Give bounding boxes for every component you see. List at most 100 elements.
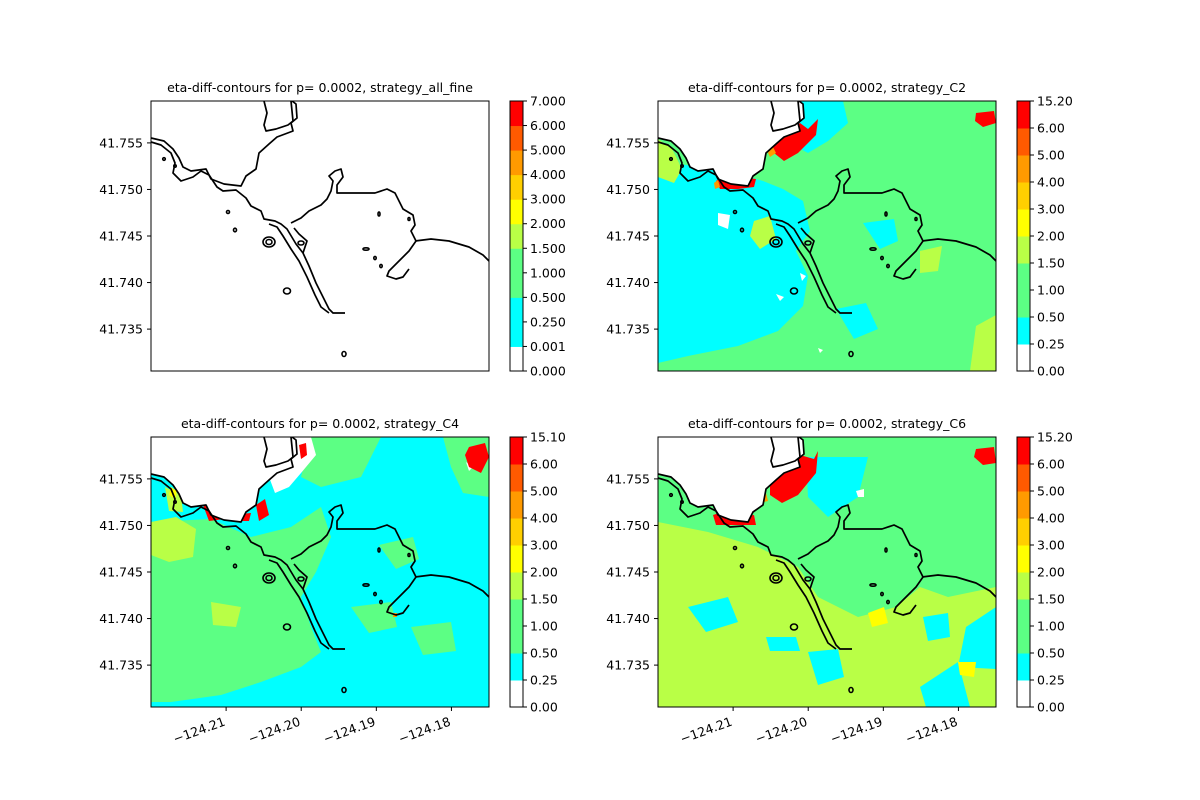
coastline: [797, 504, 924, 616]
island: [161, 492, 167, 498]
colorbar-segment: [510, 518, 523, 546]
colorbar-segment: [1017, 263, 1030, 291]
colorbar-segment: [510, 491, 523, 519]
y-tick-label: 41.745: [99, 229, 143, 244]
island: [914, 552, 918, 558]
island: [297, 240, 305, 246]
colorbar-tick-label: 4.00: [1037, 175, 1065, 190]
island: [232, 563, 238, 569]
island: [373, 591, 378, 597]
coastline: [263, 437, 294, 468]
island: [225, 209, 231, 215]
colorbar-segment: [510, 223, 523, 249]
coastline: [658, 141, 852, 314]
field-region: [766, 637, 800, 651]
island: [880, 255, 885, 261]
island: [789, 287, 799, 295]
island: [377, 211, 381, 217]
field-region: [770, 119, 818, 161]
colorbar-tick-label: 0.00: [1037, 700, 1065, 715]
field-region: [301, 437, 381, 487]
colorbar-tick-label: 0.500: [530, 290, 566, 305]
y-tick-label: 41.745: [99, 565, 143, 580]
coastline: [658, 101, 805, 187]
coastline: [151, 477, 345, 650]
field-region: [688, 597, 738, 632]
island: [362, 583, 370, 588]
colorbar-segment: [510, 321, 523, 347]
colorbar-tick-label: 6.00: [1037, 121, 1065, 136]
colorbar-segment: [1017, 317, 1030, 345]
colorbar-tick-label: 5.000: [530, 143, 566, 158]
field-region: [975, 111, 996, 127]
colorbar-segment: [510, 626, 523, 654]
colorbar-segment: [510, 599, 523, 627]
coastline: [293, 227, 308, 254]
panel-title: eta-diff-contours for p= 0.0002, strateg…: [167, 80, 473, 95]
island: [407, 552, 411, 558]
island: [848, 350, 854, 358]
field-region: [770, 451, 818, 503]
colorbar-tick-label: 1.00: [530, 619, 558, 634]
land-area: [151, 101, 297, 186]
island: [161, 156, 167, 162]
island: [739, 563, 745, 569]
island: [769, 236, 783, 248]
x-tick-label: −124.19: [828, 714, 884, 747]
colorbar-tick-label: 7.000: [530, 94, 566, 109]
colorbar-segment: [510, 272, 523, 298]
coastline: [414, 574, 489, 598]
coastline: [921, 238, 996, 262]
colorbar-tick-label: 15.20: [1037, 430, 1073, 445]
island: [282, 287, 292, 295]
y-tick-label: 41.755: [606, 471, 650, 486]
colorbar-segment: [1017, 437, 1030, 465]
colorbar-segment: [1017, 290, 1030, 318]
colorbar-tick-label: 1.500: [530, 241, 566, 256]
colorbar-tick-label: 0.00: [530, 700, 558, 715]
island: [869, 583, 877, 588]
colorbar-tick-label: 3.00: [1037, 202, 1065, 217]
coastline: [151, 437, 298, 523]
coastline: [268, 559, 330, 650]
field-region: [923, 613, 950, 641]
colorbar-tick-label: 6.00: [1037, 457, 1065, 472]
island: [769, 572, 783, 584]
colorbar: 0.00 0.25 0.50 1.00 1.50 2.00 3.00 4.00 5.00 6.00…: [1016, 430, 1073, 715]
field-region: [863, 219, 898, 249]
field-region: [714, 180, 720, 189]
panel-title: eta-diff-contours for p= 0.0002, strateg…: [688, 80, 966, 95]
field-region: [211, 602, 241, 627]
x-tick-label: −124.20: [753, 714, 809, 747]
coastline: [658, 477, 852, 650]
colorbar-tick-label: 15.20: [1037, 94, 1073, 109]
colorbar-segment: [510, 680, 523, 708]
colorbar-segment: [1017, 545, 1030, 573]
field-region: [800, 273, 806, 281]
y-tick-label: 41.735: [606, 322, 650, 337]
colorbar-segment: [510, 653, 523, 681]
colorbar-segment: [510, 125, 523, 151]
colorbar-tick-label: 4.000: [530, 167, 566, 182]
island: [297, 576, 305, 582]
island: [373, 255, 378, 261]
y-tick-label: 41.740: [99, 275, 143, 290]
island: [772, 574, 780, 582]
island: [679, 499, 684, 504]
island: [262, 572, 276, 584]
island: [407, 216, 411, 222]
coastline: [151, 101, 298, 187]
island: [379, 599, 384, 605]
colorbar-segment: [1017, 101, 1030, 129]
colorbar-tick-label: 0.00: [1037, 364, 1065, 379]
colorbar-tick-label: 1.50: [1037, 256, 1065, 271]
island: [379, 263, 384, 269]
island: [739, 227, 745, 233]
colorbar-tick-label: 2.000: [530, 216, 566, 231]
y-tick-label: 41.740: [99, 611, 143, 626]
field-region: [465, 443, 489, 473]
y-tick-label: 41.755: [99, 135, 143, 150]
coastline: [290, 168, 417, 280]
colorbar-segment: [1017, 464, 1030, 492]
